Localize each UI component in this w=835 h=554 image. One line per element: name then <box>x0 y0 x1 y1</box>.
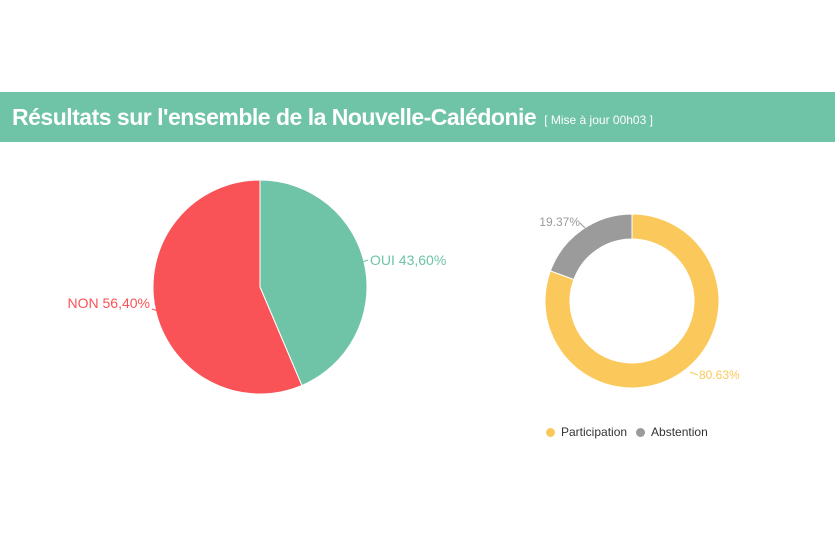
label-leader <box>689 371 699 376</box>
slice-label-participation: 80.63% <box>699 368 740 382</box>
legend-item-abstention[interactable]: Abstention <box>636 425 708 439</box>
page-title: Résultats sur l'ensemble de la Nouvelle-… <box>12 103 537 130</box>
legend-dot <box>636 427 646 437</box>
slice-oui[interactable] <box>259 179 368 387</box>
label-leader <box>361 259 369 263</box>
slice-non[interactable] <box>152 179 303 395</box>
slice-label-abstention: 19.37% <box>539 215 580 229</box>
legend-item-participation[interactable]: Participation <box>546 425 627 439</box>
legend-dot <box>546 427 555 437</box>
donut-legend: Participation Abstention <box>546 425 717 439</box>
update-time: [ Mise à jour 00h03 ] <box>544 113 653 127</box>
label-leader <box>579 222 586 229</box>
legend-label: Abstention <box>651 425 708 439</box>
slice-participation[interactable] <box>544 213 720 389</box>
slice-label-non: NON 56,40% <box>68 295 150 311</box>
label-leader <box>151 308 159 312</box>
slice-abstention[interactable] <box>549 213 633 281</box>
legend-label: Participation <box>561 425 628 439</box>
header-bar: Résultats sur l'ensemble de la Nouvelle-… <box>0 92 835 142</box>
slice-label-oui: OUI 43,60% <box>370 252 446 268</box>
